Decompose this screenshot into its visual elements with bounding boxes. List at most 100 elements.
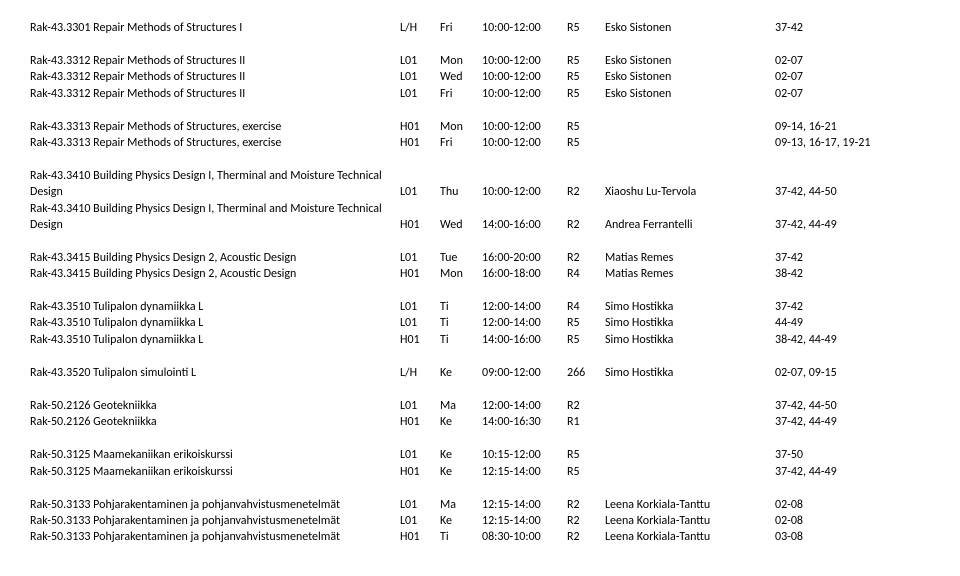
type-cell: H01 [400,135,440,151]
schedule-row: Rak-43.3312 Repair Methods of Structures… [30,69,930,85]
teacher-cell: Matias Remes [605,266,775,282]
type-cell: H01 [400,464,440,480]
teacher-cell: Leena Korkiala-Tanttu [605,513,775,529]
weeks-cell: 37-50 [775,447,930,463]
course-cell: Rak-43.3312 Repair Methods of Structures… [30,86,400,102]
teacher-cell [605,447,775,463]
day-cell: Wed [440,217,482,233]
time-cell: 10:00-12:00 [482,135,567,151]
teacher-cell: Matias Remes [605,250,775,266]
teacher-cell: Leena Korkiala-Tanttu [605,497,775,513]
type-cell: L01 [400,398,440,414]
schedule-row: DesignL01Thu10:00-12:00R2Xiaoshu Lu-Terv… [30,184,930,200]
day-cell: Fri [440,20,482,36]
schedule-row: Rak-43.3313 Repair Methods of Structures… [30,135,930,151]
day-cell: Fri [440,86,482,102]
course-cell: Rak-43.3410 Building Physics Design I, T… [30,168,400,184]
day-cell: Ma [440,497,482,513]
time-cell: 12:00-14:00 [482,315,567,331]
schedule-row: Rak-50.3125 Maamekaniikan erikoiskurssiL… [30,447,930,463]
blank-row [30,233,930,250]
course-cell: Rak-50.2126 Geotekniikka [30,398,400,414]
day-cell: Tue [440,250,482,266]
room-cell: R4 [567,299,605,315]
day-cell: Mon [440,53,482,69]
day-cell: Mon [440,266,482,282]
day-cell: Mon [440,119,482,135]
weeks-cell: 02-07, 09-15 [775,365,930,381]
weeks-cell: 37-42 [775,20,930,36]
room-cell: R5 [567,447,605,463]
type-cell: H01 [400,266,440,282]
time-cell: 10:00-12:00 [482,20,567,36]
course-cell: Rak-43.3301 Repair Methods of Structures… [30,20,400,36]
course-cell: Rak-50.3125 Maamekaniikan erikoiskurssi [30,447,400,463]
course-cell: Rak-43.3312 Repair Methods of Structures… [30,53,400,69]
day-cell: Ma [440,398,482,414]
course-cell: Rak-43.3415 Building Physics Design 2, A… [30,250,400,266]
room-cell: R5 [567,464,605,480]
time-cell: 12:15-14:00 [482,497,567,513]
room-cell: R2 [567,398,605,414]
teacher-cell: Xiaoshu Lu-Tervola [605,184,775,200]
teacher-cell [605,464,775,480]
weeks-cell: 02-07 [775,69,930,85]
blank-row [30,102,930,119]
schedule-row: Rak-43.3510 Tulipalon dynamiikka LL01Ti1… [30,315,930,331]
day-cell: Ti [440,529,482,545]
schedule-row: Rak-43.3312 Repair Methods of Structures… [30,53,930,69]
teacher-cell: Simo Hostikka [605,365,775,381]
day-cell: Fri [440,135,482,151]
teacher-cell: Esko Sistonen [605,53,775,69]
room-cell: R5 [567,86,605,102]
day-cell: Ti [440,315,482,331]
teacher-cell [605,135,775,151]
weeks-cell: 09-13, 16-17, 19-21 [775,135,930,151]
teacher-cell: Andrea Ferrantelli [605,217,775,233]
schedule-row: Rak-43.3312 Repair Methods of Structures… [30,86,930,102]
time-cell: 12:00-14:00 [482,299,567,315]
schedule-row: Rak-43.3510 Tulipalon dynamiikka LL01Ti1… [30,299,930,315]
type-cell: H01 [400,529,440,545]
schedule-row: Rak-50.3133 Pohjarakentaminen ja pohjanv… [30,529,930,545]
weeks-cell: 09-14, 16-21 [775,119,930,135]
day-cell: Ke [440,447,482,463]
teacher-cell: Leena Korkiala-Tanttu [605,529,775,545]
schedule-row: Rak-43.3520 Tulipalon simulointi LL/HKe0… [30,365,930,381]
time-cell: 12:15-14:00 [482,513,567,529]
type-cell: L01 [400,497,440,513]
time-cell: 10:15-12:00 [482,447,567,463]
schedule-row: Rak-43.3410 Building Physics Design I, T… [30,201,930,217]
type-cell: L01 [400,299,440,315]
weeks-cell: 37-42, 44-50 [775,184,930,200]
schedule-row: Rak-50.2126 GeotekniikkaH01Ke14:00-16:30… [30,414,930,430]
room-cell: R5 [567,315,605,331]
course-cell: Rak-50.3133 Pohjarakentaminen ja pohjanv… [30,497,400,513]
teacher-cell: Esko Sistonen [605,20,775,36]
type-cell: H01 [400,414,440,430]
time-cell: 08:30-10:00 [482,529,567,545]
type-cell: L01 [400,250,440,266]
room-cell: R1 [567,414,605,430]
room-cell: R5 [567,119,605,135]
day-cell: Ke [440,513,482,529]
day-cell: Ke [440,414,482,430]
schedule-row: Rak-43.3415 Building Physics Design 2, A… [30,266,930,282]
blank-row [30,430,930,447]
room-cell: R2 [567,250,605,266]
type-cell: L/H [400,20,440,36]
course-cell: Design [30,217,400,233]
teacher-cell [605,119,775,135]
course-cell: Rak-50.3133 Pohjarakentaminen ja pohjanv… [30,529,400,545]
weeks-cell: 37-42, 44-49 [775,464,930,480]
course-cell: Rak-50.3125 Maamekaniikan erikoiskurssi [30,464,400,480]
blank-row [30,151,930,168]
weeks-cell: 37-42, 44-49 [775,414,930,430]
type-cell: L01 [400,184,440,200]
room-cell: 266 [567,365,605,381]
room-cell: R5 [567,332,605,348]
schedule-row: Rak-43.3313 Repair Methods of Structures… [30,119,930,135]
weeks-cell: 02-07 [775,86,930,102]
type-cell: L01 [400,69,440,85]
day-cell: Ti [440,332,482,348]
